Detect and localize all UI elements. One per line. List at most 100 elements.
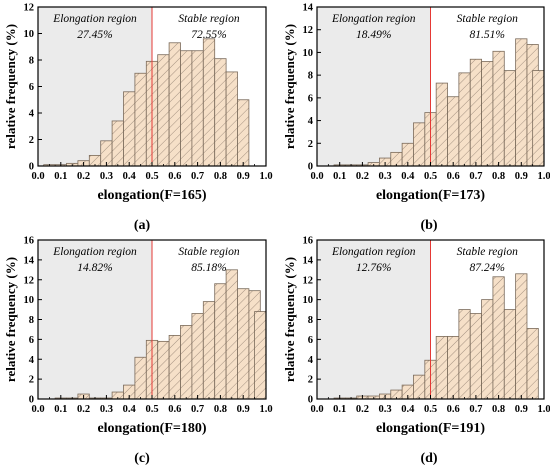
- histogram-bar: [111, 120, 124, 167]
- y-tick-label: 0: [29, 395, 34, 406]
- stable-region-percent: 72.55%: [191, 29, 226, 41]
- x-tick-label: 0.3: [379, 404, 392, 415]
- x-axis-label: elongation(F=173): [376, 188, 485, 203]
- x-tick-label: 0.2: [356, 171, 369, 182]
- y-tick-label: 10: [303, 48, 314, 59]
- elongation-region-label: Elongation region: [52, 13, 137, 25]
- y-tick-label: 0: [308, 395, 313, 406]
- histogram-bar: [503, 309, 517, 400]
- y-tick-label: 14: [303, 3, 314, 14]
- y-tick-label: 8: [308, 315, 313, 326]
- histogram-bar: [515, 273, 528, 400]
- y-tick-label: 14: [24, 255, 35, 266]
- elongation-region-percent: 18.49%: [356, 29, 391, 41]
- histogram-bar: [237, 99, 250, 167]
- y-tick-label: 0: [308, 162, 313, 173]
- x-tick-label: 0.6: [168, 404, 181, 415]
- y-axis-label: relative frequency (%): [282, 24, 297, 149]
- x-tick-label: 0.4: [401, 171, 415, 182]
- x-tick-label: 0.9: [515, 404, 528, 415]
- chart-panel-2: 0 2 4 6 8 10 12 14 0.0 0.1 0.2 0.3 0.4 0.5 0.6 0.7 0.8 0.…: [282, 3, 550, 234]
- x-tick-label: 0.1: [333, 404, 346, 415]
- stable-region-percent: 81.51%: [470, 29, 505, 41]
- x-axis-label: elongation(F=180): [97, 421, 206, 436]
- x-axis-label: elongation(F=165): [97, 188, 206, 203]
- x-tick-label: 0.0: [310, 171, 323, 182]
- x-tick-label: 0.2: [77, 404, 90, 415]
- histogram-bar: [237, 288, 250, 400]
- histogram-bar: [225, 71, 238, 167]
- histogram-bar: [180, 325, 193, 400]
- elongation-region-shade: [38, 240, 152, 399]
- chart-panel-4: 0 2 4 6 8 10 12 14 16 0.0 0.1 0.2 0.3 0.4 0.5 0.6 0.7 0.8…: [282, 236, 550, 467]
- elongation-region-label: Elongation region: [331, 13, 416, 25]
- y-tick-label: 10: [303, 295, 314, 306]
- x-tick-label: 0.9: [515, 171, 528, 182]
- histogram-bar: [458, 309, 471, 400]
- y-tick-label: 4: [308, 355, 314, 366]
- stable-region-label: Stable region: [178, 246, 239, 258]
- x-tick-label: 0.5: [145, 404, 158, 415]
- stable-region-percent: 85.18%: [191, 262, 226, 274]
- x-tick-label: 0.1: [54, 404, 67, 415]
- histogram-bar: [413, 122, 426, 167]
- histogram-bar: [254, 311, 267, 400]
- y-tick-label: 12: [303, 275, 314, 286]
- stable-region-label: Stable region: [457, 246, 518, 258]
- histogram-bar: [180, 50, 193, 167]
- chart-panel-1: 0 2 4 6 8 10 12 0.0 0.1 0.2 0.3 0.4 0.5 0.6 0.7 0.8 0.9 1…: [3, 3, 273, 234]
- x-tick-label: 0.8: [492, 404, 505, 415]
- histogram-bar: [515, 38, 528, 167]
- y-tick-label: 6: [29, 82, 34, 93]
- x-tick-label: 0.2: [77, 171, 90, 182]
- x-tick-label: 1.0: [259, 171, 272, 182]
- panel-label: (d): [420, 451, 437, 466]
- y-tick-label: 16: [303, 236, 314, 247]
- x-tick-label: 0.7: [469, 171, 482, 182]
- y-tick-label: 14: [303, 255, 314, 266]
- x-tick-label: 0.9: [237, 171, 250, 182]
- histogram-bar: [168, 42, 181, 167]
- x-tick-label: 0.0: [31, 171, 44, 182]
- x-tick-label: 0.1: [333, 171, 346, 182]
- histogram-bar: [481, 61, 494, 167]
- histogram-bar: [202, 301, 216, 400]
- y-tick-label: 8: [29, 315, 34, 326]
- histogram-bar: [191, 313, 204, 400]
- elongation-region-percent: 12.76%: [356, 262, 391, 274]
- histogram-bar: [469, 58, 482, 167]
- histogram-bar: [123, 91, 136, 167]
- histogram-bar: [134, 356, 147, 400]
- x-tick-label: 0.5: [424, 171, 437, 182]
- x-tick-label: 0.0: [310, 404, 323, 415]
- y-tick-label: 4: [29, 109, 35, 120]
- x-tick-label: 0.9: [237, 404, 250, 415]
- y-axis-label: relative frequency (%): [3, 24, 18, 149]
- histogram-bar: [413, 374, 426, 400]
- x-tick-label: 0.7: [191, 404, 204, 415]
- x-tick-label: 0.5: [145, 171, 158, 182]
- histogram-bar: [435, 82, 448, 167]
- histogram-bar: [390, 151, 403, 167]
- y-tick-label: 10: [24, 295, 35, 306]
- elongation-region-percent: 14.82%: [77, 262, 112, 274]
- histogram-bar: [526, 328, 539, 400]
- x-tick-label: 0.1: [54, 171, 67, 182]
- y-tick-label: 12: [303, 25, 314, 36]
- y-axis-label: relative frequency (%): [282, 257, 297, 382]
- histogram-bar: [157, 54, 170, 167]
- histogram-bar: [492, 50, 505, 167]
- y-tick-label: 4: [308, 116, 314, 127]
- histogram-bar: [435, 335, 448, 400]
- y-tick-label: 2: [308, 139, 313, 150]
- elongation-region-label: Elongation region: [331, 246, 416, 258]
- stable-region-label: Stable region: [457, 13, 518, 25]
- x-tick-label: 0.4: [401, 404, 415, 415]
- x-tick-label: 0.0: [31, 404, 44, 415]
- x-tick-label: 1.0: [259, 404, 272, 415]
- y-tick-label: 12: [24, 275, 35, 286]
- histogram-bar: [532, 70, 545, 167]
- histogram-bar: [469, 313, 482, 400]
- x-tick-label: 0.6: [447, 404, 460, 415]
